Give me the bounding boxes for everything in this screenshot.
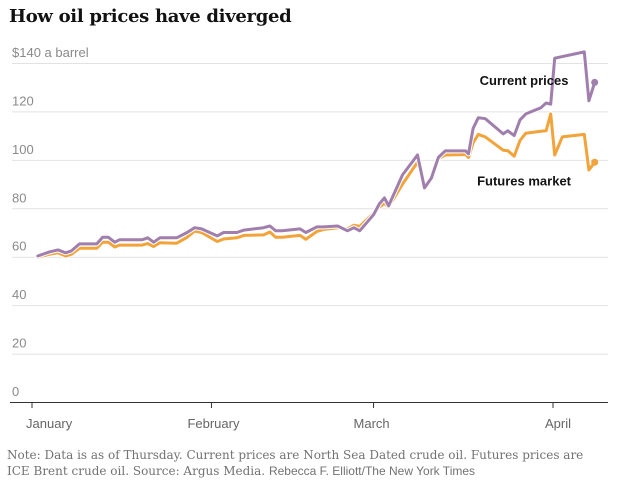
x-tick-label: February (187, 416, 240, 431)
y-tick-label: 40 (12, 287, 26, 302)
y-tick-label: $140 a barrel (12, 45, 89, 60)
y-tick-label: 20 (12, 336, 26, 351)
chart-title: How oil prices have diverged (9, 6, 292, 27)
y-tick-label: 60 (12, 239, 26, 254)
x-tick-label: January (26, 416, 73, 431)
y-tick-label: 0 (12, 384, 19, 399)
y-tick-label: 120 (12, 93, 34, 108)
series-lines (35, 49, 599, 260)
y-tick-label: 80 (12, 190, 26, 205)
current-prices-end-dot (591, 78, 599, 86)
credit-text: Rebecca F. Elliott/The New York Times (268, 464, 476, 478)
current-prices-label: Current prices (480, 73, 569, 88)
y-tick-label: 100 (12, 142, 34, 157)
series-annotations: Current prices Futures market (477, 73, 572, 188)
x-tick-label: March (354, 416, 390, 431)
chart-note: Note: Data is as of Thursday. Current pr… (7, 447, 607, 479)
source-text: Source: Argus Media. (132, 464, 266, 478)
x-tick-label: April (545, 416, 571, 431)
note-text: Note: Data is as of Thursday. Current pr… (7, 448, 584, 478)
x-axis: January February March April (10, 402, 608, 431)
current-prices-line (36, 50, 597, 258)
gridlines (12, 63, 608, 355)
futures-market-end-dot (591, 158, 599, 166)
y-axis-ticks: 0 20 40 60 80 100 120 $140 a barrel (12, 45, 89, 399)
line-chart: 0 20 40 60 80 100 120 $140 a barrel January Febr… (10, 45, 608, 431)
futures-market-label: Futures market (477, 173, 572, 188)
